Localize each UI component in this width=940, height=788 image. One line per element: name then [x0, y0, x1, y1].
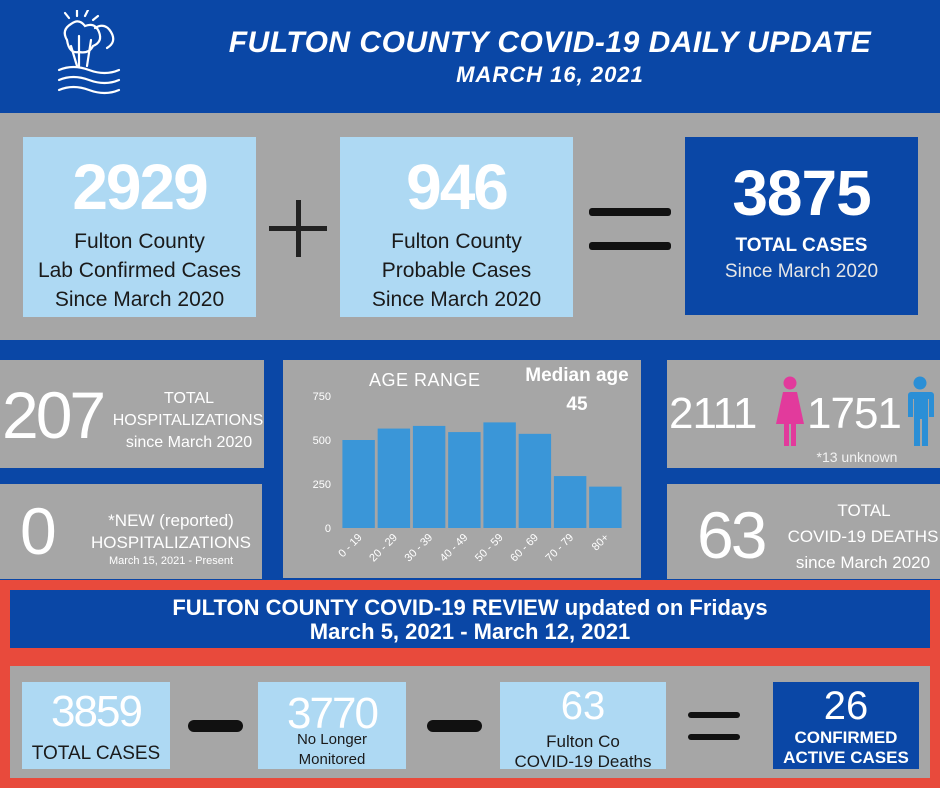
- x-tick-label: 20 - 29: [367, 532, 400, 565]
- review-deaths-value: 63: [560, 684, 606, 728]
- total-cases-label: TOTAL CASES: [735, 235, 868, 256]
- equals-icon-top: [589, 208, 671, 216]
- review-total-label: TOTAL CASES: [31, 743, 161, 764]
- confirmed-label-1: Fulton County: [74, 230, 205, 253]
- review-no-longer-value: 3770: [287, 689, 379, 738]
- hospitalizations-label-1: TOTAL: [163, 390, 215, 407]
- age-bar: [518, 433, 552, 528]
- gender-card: 2111 1751 *13 unknown: [667, 360, 940, 468]
- chart-title: AGE RANGE: [369, 370, 481, 390]
- hospitalizations-label-3: since March 2020: [125, 434, 253, 451]
- page-date: MARCH 16, 2021: [456, 62, 644, 87]
- deaths-label-1: TOTAL: [837, 501, 891, 520]
- review-active-card: 26 CONFIRMED ACTIVE CASES: [773, 682, 919, 769]
- equals-icon-review-bottom: [688, 734, 740, 740]
- age-bar: [377, 428, 411, 528]
- review-title-2: March 5, 2021 - March 12, 2021: [309, 619, 631, 644]
- hospitalizations-value: 207: [2, 378, 106, 452]
- y-tick-label: 750: [313, 391, 331, 403]
- x-tick-label: 50 - 59: [473, 532, 506, 565]
- total-cases-since: Since March 2020: [724, 261, 879, 282]
- age-bar: [483, 422, 516, 528]
- confirmed-value: 2929: [72, 151, 208, 223]
- x-tick-label: 60 - 69: [508, 532, 541, 565]
- median-age-value: 45: [566, 394, 588, 415]
- x-tick-label: 80+: [590, 532, 612, 554]
- review-header: FULTON COUNTY COVID-19 REVIEW updated on…: [10, 590, 930, 648]
- review-title-1: FULTON COUNTY COVID-19 REVIEW updated on…: [172, 595, 768, 620]
- confirmed-card: 2929 Fulton County Lab Confirmed Cases S…: [23, 137, 256, 317]
- probable-label-2: Probable Cases: [381, 259, 532, 282]
- review-deaths-card: 63 Fulton Co COVID-19 Deaths: [500, 682, 666, 771]
- minus-icon-2: [427, 720, 482, 732]
- total-cases-card: 3875 TOTAL CASES Since March 2020: [685, 137, 918, 315]
- deaths-label-3: since March 2020: [795, 553, 931, 572]
- age-bar: [342, 440, 375, 528]
- confirmed-label-2: Lab Confirmed Cases: [37, 259, 242, 282]
- minus-icon-1: [188, 720, 243, 732]
- new-hospitalizations-card: 0 *NEW (reported) HOSPITALIZATIONS March…: [0, 484, 262, 579]
- age-bar: [589, 486, 622, 528]
- new-hospitalizations-label-1: *NEW (reported): [108, 511, 234, 530]
- review-no-longer-label-1: No Longer: [296, 731, 368, 748]
- male-count: 1751: [807, 389, 902, 438]
- age-chart-panel: AGE RANGE Median age 45 0 250 500 750 0 - 19…: [283, 360, 641, 578]
- hospitalizations-card: 207 TOTAL HOSPITALIZATIONS since March 2…: [0, 360, 264, 468]
- equals-icon-bottom: [589, 242, 671, 250]
- new-hospitalizations-label-2: HOSPITALIZATIONS: [91, 533, 251, 552]
- confirmed-label-3: Since March 2020: [54, 288, 225, 311]
- deaths-label-2: COVID-19 DEATHS: [787, 527, 939, 546]
- review-deaths-label-1: Fulton Co: [546, 732, 620, 751]
- gender-unknown-note: *13 unknown: [816, 449, 898, 465]
- page-title: FULTON COUNTY COVID-19 DAILY UPDATE: [228, 26, 872, 59]
- plus-icon-vertical: [296, 200, 301, 257]
- median-age-label: Median age: [525, 365, 629, 386]
- age-bar: [553, 476, 587, 528]
- y-tick-label: 500: [313, 435, 331, 447]
- review-no-longer-label-2: Monitored: [298, 751, 366, 768]
- y-tick-label: 0: [325, 523, 331, 535]
- probable-value: 946: [406, 151, 509, 223]
- deaths-card: 63 TOTAL COVID-19 DEATHS since March 202…: [667, 484, 940, 579]
- total-cases-value: 3875: [732, 157, 871, 229]
- hospitalizations-label-2: HOSPITALIZATIONS: [112, 412, 264, 429]
- age-range-chart: 0 250 500 750 0 - 19 20 - 29 30 - 39 40 - 49 50 …: [313, 391, 622, 565]
- probable-card: 946 Fulton County Probable Cases Since M…: [340, 137, 573, 317]
- review-active-value: 26: [823, 684, 869, 728]
- x-tick-label: 30 - 39: [403, 532, 436, 565]
- x-tick-label: 0 - 19: [336, 532, 364, 560]
- x-tick-label: 70 - 79: [544, 532, 577, 565]
- review-active-label-1: CONFIRMED: [794, 728, 898, 747]
- review-total-value: 3859: [51, 687, 143, 736]
- probable-label-1: Fulton County: [391, 230, 522, 253]
- female-count: 2111: [669, 389, 757, 438]
- review-no-longer-card: 3770 No Longer Monitored: [258, 682, 406, 769]
- age-bar: [448, 432, 481, 528]
- review-active-label-2: ACTIVE CASES: [783, 748, 909, 767]
- new-hospitalizations-label-3: March 15, 2021 - Present: [108, 555, 234, 567]
- male-icon: [905, 376, 935, 448]
- x-tick-label: 40 - 49: [438, 532, 471, 565]
- new-hospitalizations-value: 0: [20, 494, 57, 568]
- review-deaths-label-2: COVID-19 Deaths: [514, 752, 652, 771]
- y-tick-label: 250: [313, 479, 331, 491]
- female-icon: [775, 376, 805, 448]
- review-total-card: 3859 TOTAL CASES: [22, 682, 170, 769]
- equals-icon-review-top: [688, 712, 740, 718]
- deaths-value: 63: [697, 498, 767, 572]
- age-bar: [412, 425, 446, 528]
- probable-label-3: Since March 2020: [371, 288, 542, 311]
- county-logo: [55, 8, 125, 100]
